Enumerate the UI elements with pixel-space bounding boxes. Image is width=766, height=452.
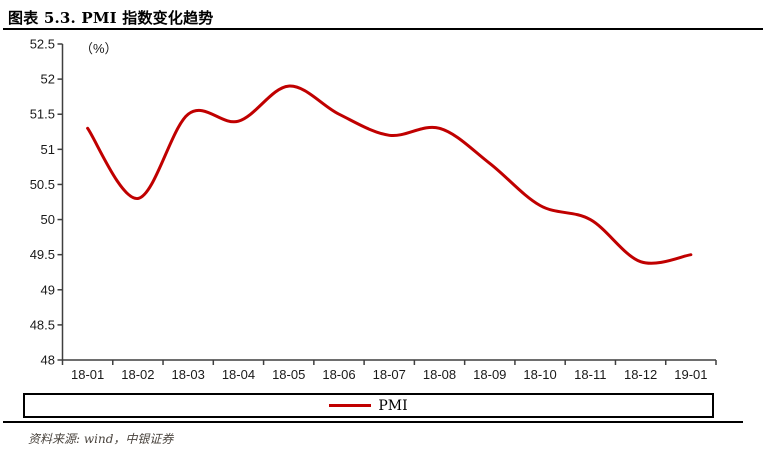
x-axis-tick-label: 18-05	[272, 367, 305, 382]
y-axis-tick-label: 51.5	[30, 107, 55, 122]
data-source-note: 资料来源: wind，中银证券	[28, 432, 174, 446]
y-axis-tick-label: 50.5	[30, 177, 55, 192]
y-axis-tick-label: 51	[41, 142, 55, 157]
y-axis-tick-label: 48.5	[30, 317, 55, 332]
legend: PMI	[23, 393, 714, 418]
x-axis-tick-label: 18-04	[222, 367, 255, 382]
y-axis-tick-label: 48	[41, 353, 55, 368]
legend-label-pmi: PMI	[378, 397, 408, 414]
title-divider-rule	[3, 28, 763, 30]
x-axis-tick-label: 18-10	[523, 367, 556, 382]
x-axis-tick-label: 18-12	[624, 367, 657, 382]
x-axis-tick-label: 18-08	[423, 367, 456, 382]
x-axis-tick-label: 18-01	[71, 367, 104, 382]
x-axis-tick-label: 18-03	[172, 367, 205, 382]
y-axis-tick-label: 49	[41, 282, 55, 297]
y-axis-tick-label: 52	[41, 72, 55, 87]
y-axis-tick-label: 49.5	[30, 247, 55, 262]
x-axis-tick-label: 18-02	[121, 367, 154, 382]
x-axis-tick-label: 18-09	[473, 367, 506, 382]
x-axis-tick-label: 18-06	[322, 367, 355, 382]
y-axis-tick-label: 52.5	[30, 37, 55, 52]
x-axis-tick-label: 18-11	[574, 367, 606, 382]
x-axis-tick-label: 18-07	[373, 367, 406, 382]
y-axis-unit-label: （%）	[80, 41, 118, 56]
pmi-series-line	[86, 84, 693, 265]
chart-title: 图表 5.3. PMI 指数变化趋势	[8, 9, 214, 27]
legend-line-swatch-pmi	[329, 404, 372, 407]
y-axis-tick-label: 50	[41, 212, 55, 227]
x-axis-tick-label: 19-01	[674, 367, 707, 382]
footer-divider-rule	[3, 421, 743, 423]
